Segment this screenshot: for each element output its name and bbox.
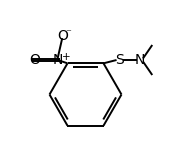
- Text: N: N: [53, 53, 63, 67]
- Text: O: O: [29, 53, 40, 67]
- Text: ⁻: ⁻: [65, 28, 71, 38]
- Text: S: S: [115, 53, 124, 67]
- Text: +: +: [61, 52, 70, 62]
- Text: N: N: [135, 53, 145, 67]
- Text: O: O: [57, 29, 68, 43]
